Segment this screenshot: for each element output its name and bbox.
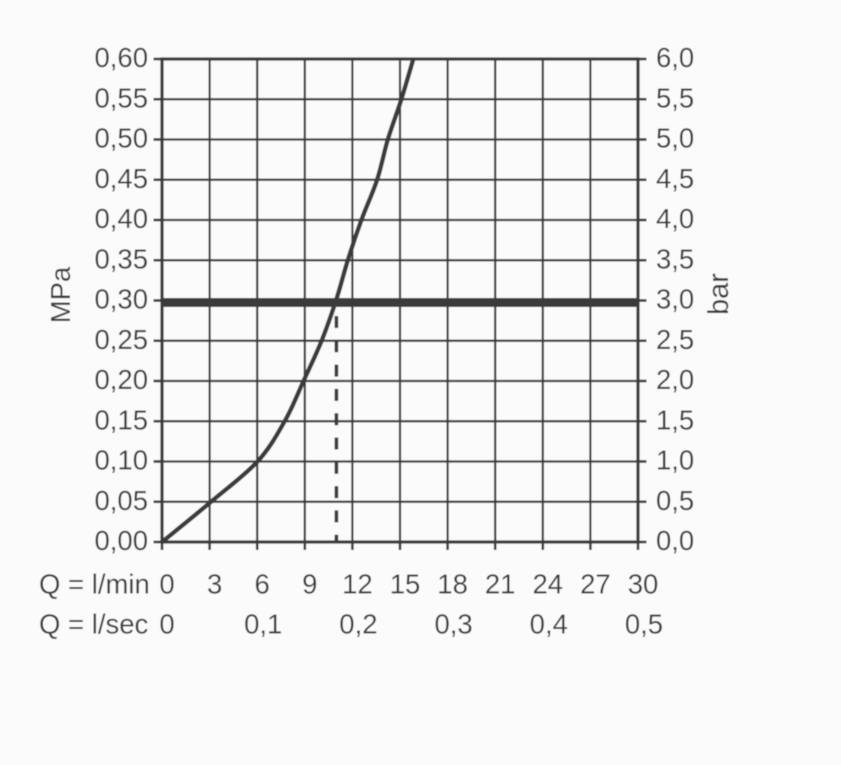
svg-text:0,40: 0,40: [94, 203, 148, 234]
svg-text:3: 3: [207, 569, 222, 600]
svg-text:21: 21: [485, 569, 516, 600]
svg-text:0,15: 0,15: [94, 404, 148, 435]
svg-text:0,10: 0,10: [94, 445, 148, 476]
svg-text:30: 30: [628, 569, 659, 600]
svg-text:5,5: 5,5: [656, 83, 694, 114]
svg-text:MPa: MPa: [45, 266, 76, 323]
svg-text:0,60: 0,60: [94, 42, 148, 73]
svg-text:0: 0: [159, 569, 174, 600]
svg-text:5,0: 5,0: [656, 123, 694, 154]
svg-text:0,55: 0,55: [94, 83, 148, 114]
svg-text:3,5: 3,5: [656, 243, 694, 274]
svg-text:24: 24: [533, 569, 564, 600]
svg-text:0,05: 0,05: [94, 485, 148, 516]
svg-text:1,5: 1,5: [656, 404, 694, 435]
svg-text:18: 18: [437, 569, 468, 600]
svg-text:2,5: 2,5: [656, 324, 694, 355]
svg-text:0,4: 0,4: [530, 609, 568, 640]
svg-text:0,50: 0,50: [94, 123, 148, 154]
svg-text:Q = l/sec: Q = l/sec: [39, 609, 149, 640]
svg-text:4,5: 4,5: [656, 163, 694, 194]
svg-text:0,25: 0,25: [94, 324, 148, 355]
svg-text:0,30: 0,30: [94, 284, 148, 315]
svg-text:12: 12: [342, 569, 373, 600]
svg-text:1,0: 1,0: [656, 445, 694, 476]
svg-text:Q = l/min: Q = l/min: [39, 569, 150, 600]
svg-text:0,20: 0,20: [94, 364, 148, 395]
svg-text:0,00: 0,00: [94, 525, 148, 556]
svg-text:3,0: 3,0: [656, 284, 694, 315]
svg-text:15: 15: [390, 569, 421, 600]
svg-text:0,5: 0,5: [625, 609, 663, 640]
svg-text:0: 0: [159, 609, 174, 640]
svg-text:4,0: 4,0: [656, 203, 694, 234]
svg-text:0,45: 0,45: [94, 163, 148, 194]
svg-text:0,5: 0,5: [656, 485, 694, 516]
svg-text:0,3: 0,3: [434, 609, 472, 640]
svg-text:27: 27: [580, 569, 611, 600]
svg-text:0,0: 0,0: [656, 525, 694, 556]
svg-text:2,0: 2,0: [656, 364, 694, 395]
svg-text:bar: bar: [703, 273, 735, 315]
svg-text:0,35: 0,35: [94, 243, 148, 274]
svg-text:9: 9: [302, 569, 317, 600]
svg-text:6: 6: [255, 569, 270, 600]
svg-text:0,2: 0,2: [339, 609, 377, 640]
svg-text:0,1: 0,1: [244, 609, 282, 640]
svg-text:6,0: 6,0: [656, 42, 694, 73]
